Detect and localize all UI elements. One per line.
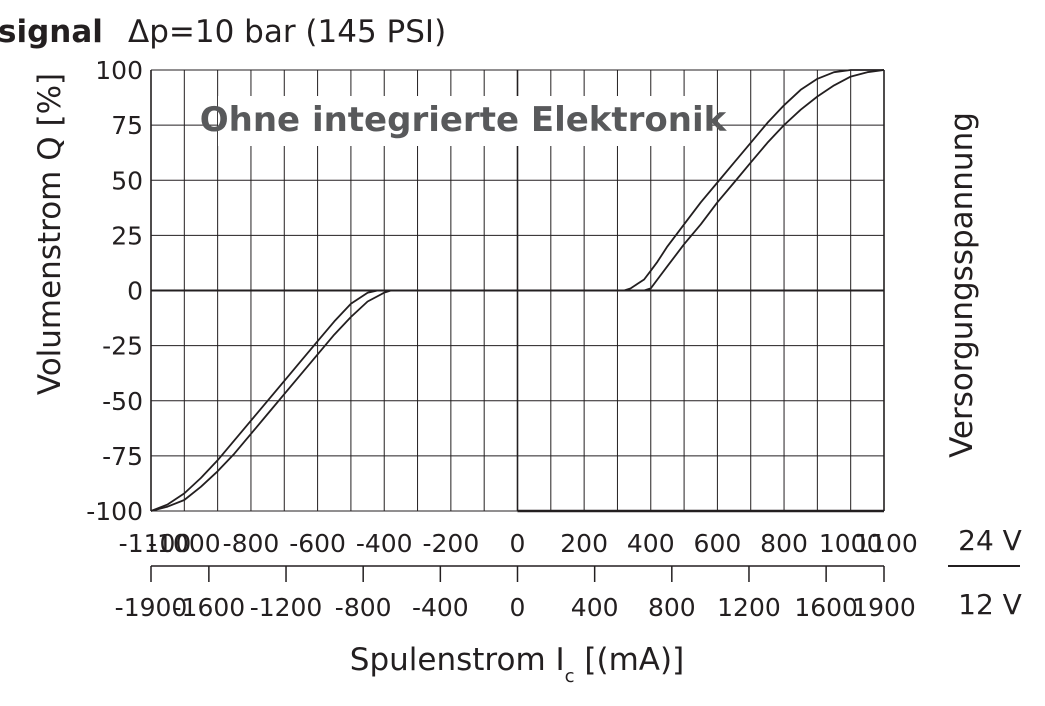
x2-tick-label: -1600 (173, 593, 246, 622)
x-tick-label: -600 (289, 529, 346, 558)
scale-label-24v: 24 V (958, 524, 1022, 557)
y-tick-label: -25 (102, 332, 143, 361)
x2-tick-label: 0 (510, 593, 526, 622)
y-axis-label: Volumenstrom Q [%] (32, 73, 68, 395)
header-title: signal (0, 14, 103, 50)
x2-tick-label: 1200 (717, 593, 781, 622)
header-subtitle: Δp=10 bar (145 PSI) (128, 14, 446, 50)
secondary-axis-ticks (150, 566, 885, 582)
right-axis-label: Versorgungsspannung (944, 112, 980, 458)
x2-tick-label: -1900 (115, 593, 188, 622)
x2-tick-label: 400 (571, 593, 619, 622)
x-tick-label: -800 (223, 529, 280, 558)
x-axis-label-sub: c (565, 666, 575, 687)
series-line-2 (150, 69, 885, 512)
x-tick-label: 600 (694, 529, 742, 558)
x2-tick-label: -400 (412, 593, 469, 622)
x2-tick-label: 800 (648, 593, 696, 622)
x-axis-label: Spulenstrom Ic [(mA)] (350, 642, 684, 687)
x2-tick-label: 1600 (794, 593, 858, 622)
y-tick-label: 25 (111, 221, 143, 250)
y-tick-label: 0 (127, 277, 143, 306)
chart-title: Ohne integrierte Elektronik (200, 100, 728, 140)
x-tick-label: 0 (510, 529, 526, 558)
x2-tick-label: 1900 (852, 593, 916, 622)
x-axis-label-main: Spulenstrom I (350, 642, 565, 678)
y-tick-label: 50 (111, 166, 143, 195)
y-tick-label: 100 (95, 56, 143, 85)
x-tick-labels-24v: -1100-1000 -800 -600 -400 -200 0 200 400 600 800 1… (119, 529, 918, 558)
scale-label-12v: 12 V (958, 588, 1022, 621)
x-tick-label: 200 (560, 529, 608, 558)
x-tick-label: -200 (422, 529, 479, 558)
x2-tick-label: -800 (335, 593, 392, 622)
y-tick-label: -100 (86, 497, 143, 526)
x-tick-labels-12v: -1900-1600 -1200 -800 -400 0 400 800 1200 160019… (115, 593, 916, 622)
x-tick-label: 800 (760, 529, 808, 558)
chart-title-background (218, 96, 708, 146)
x-tick-label: -1100 (119, 529, 192, 558)
y-tick-label: 75 (111, 111, 143, 140)
x-axis-label-unit: [(mA)] (575, 642, 685, 678)
y-tick-label: -75 (102, 442, 143, 471)
x-tick-label: 1000 (819, 529, 883, 558)
y-tick-labels: 100 75 50 25 0 -25 -50 -75 -100 (86, 56, 143, 526)
x-tick-label: 1100 (854, 529, 918, 558)
x2-tick-label: -1200 (250, 593, 323, 622)
series-group (150, 69, 885, 512)
x-tick-label: -400 (356, 529, 413, 558)
y-tick-label: -50 (102, 387, 143, 416)
x-tick-label: -1000 (148, 529, 221, 558)
x-tick-label: 400 (627, 529, 675, 558)
